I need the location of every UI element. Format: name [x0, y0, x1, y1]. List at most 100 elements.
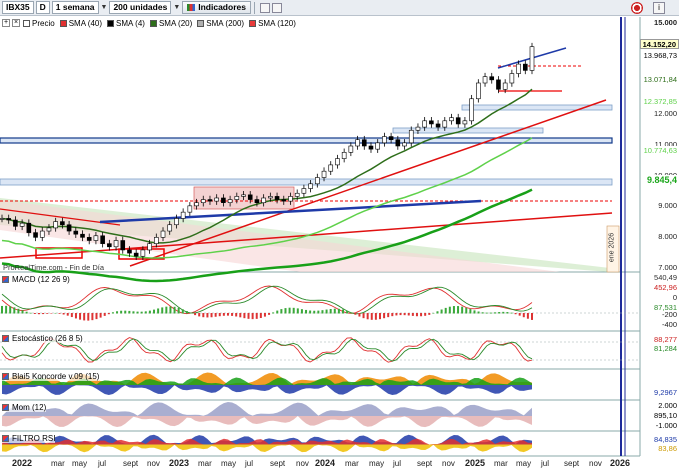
price-bar-body[interactable] [462, 120, 468, 125]
macd-bar[interactable] [424, 313, 427, 316]
horizontal-band[interactable] [0, 178, 613, 186]
macd-bar[interactable] [177, 307, 180, 314]
macd-bar[interactable] [526, 313, 529, 319]
macd-panel-title[interactable]: MACD (12 26 9) [2, 275, 70, 284]
legend-item[interactable]: SMA (4) [107, 19, 145, 28]
macd-bar[interactable] [374, 313, 377, 320]
stoch-d-line[interactable] [1, 338, 533, 362]
macd-bar[interactable] [87, 313, 90, 321]
price-bar-body[interactable] [489, 76, 495, 81]
period-field[interactable]: 1 semana [51, 1, 99, 14]
macd-bar[interactable] [83, 313, 86, 321]
price-bar-body[interactable] [140, 249, 146, 257]
price-bar-body[interactable] [415, 126, 421, 131]
macd-bar[interactable] [305, 309, 308, 314]
macd-bar[interactable] [420, 313, 423, 317]
trend-line[interactable] [99, 199, 482, 224]
horizontal-band[interactable] [461, 104, 613, 111]
mom-panel-title[interactable]: Mom (12) [2, 403, 47, 412]
indicator-area[interactable] [2, 377, 532, 385]
macd-bar[interactable] [181, 309, 184, 314]
macd-bar[interactable] [342, 309, 345, 314]
price-bar-body[interactable] [167, 224, 173, 232]
macd-bar[interactable] [42, 313, 45, 315]
price-bar-body[interactable] [482, 76, 488, 84]
price-bar-body[interactable] [522, 63, 528, 71]
macd-signal-line[interactable] [1, 285, 533, 315]
macd-bar[interactable] [206, 313, 209, 318]
price-bar-body[interactable] [33, 232, 38, 238]
price-bar-body[interactable] [449, 117, 454, 122]
macd-bar[interactable] [103, 313, 106, 316]
macd-bar[interactable] [37, 313, 40, 315]
price-bar-body[interactable] [348, 145, 354, 153]
macd-bar[interactable] [99, 313, 102, 318]
macd-bar[interactable] [522, 313, 525, 318]
settings-icon[interactable] [631, 2, 643, 14]
price-bar-body[interactable] [476, 82, 481, 100]
price-bar-body[interactable] [308, 183, 313, 189]
price-bar-body[interactable] [160, 230, 166, 238]
price-bar-body[interactable] [408, 129, 414, 144]
price-bar-body[interactable] [107, 243, 112, 248]
macd-bar[interactable] [189, 312, 192, 314]
price-bar-body[interactable] [388, 136, 394, 141]
indicator-area[interactable] [2, 438, 532, 445]
price-bar-body[interactable] [509, 73, 515, 84]
macd-bar[interactable] [296, 308, 299, 314]
price-bar-body[interactable] [254, 199, 260, 204]
macd-bar[interactable] [70, 313, 73, 318]
macd-bar[interactable] [292, 307, 295, 314]
rsi-areas[interactable] [2, 434, 532, 453]
price-bar-body[interactable] [147, 243, 152, 251]
macd-bar[interactable] [494, 312, 497, 314]
price-bar-body[interactable] [288, 196, 293, 202]
macd-bar[interactable] [272, 312, 275, 314]
macd-bar[interactable] [489, 312, 492, 314]
price-bar-body[interactable] [294, 192, 300, 197]
macd-bar[interactable] [407, 313, 410, 316]
price-bar-body[interactable] [19, 222, 25, 227]
price-bar-body[interactable] [227, 199, 233, 204]
crosshair-icon[interactable]: × [12, 19, 20, 27]
macd-bar[interactable] [276, 310, 279, 314]
legend-item[interactable]: SMA (120) [249, 19, 296, 28]
macd-bar[interactable] [411, 313, 414, 316]
price-bar-body[interactable] [516, 63, 521, 74]
macd-bar[interactable] [25, 311, 28, 314]
macd-bar[interactable] [255, 313, 258, 319]
price-bar-body[interactable] [247, 194, 253, 200]
koncorde-panel-title[interactable]: Blai5 Koncorde v.09 (15) [2, 372, 100, 381]
price-bar-body[interactable] [328, 164, 334, 172]
macd-bar[interactable] [358, 313, 361, 317]
price-bar-body[interactable] [6, 218, 12, 221]
macd-bar[interactable] [337, 308, 340, 314]
macd-bar[interactable] [263, 313, 266, 317]
macd-bar[interactable] [210, 313, 213, 318]
macd-bar[interactable] [531, 313, 533, 320]
macd-bar[interactable] [235, 313, 238, 317]
price-bar-body[interactable] [355, 139, 360, 147]
macd-bar[interactable] [161, 307, 164, 314]
horizontal-band[interactable] [0, 137, 613, 144]
macd-bar[interactable] [54, 312, 57, 314]
price-bar-body[interactable] [174, 218, 179, 226]
price-bar-body[interactable] [13, 219, 18, 227]
price-bar-body[interactable] [73, 230, 79, 235]
macd-bar[interactable] [506, 312, 509, 314]
macd-bar[interactable] [33, 313, 36, 314]
price-bar-body[interactable] [529, 46, 535, 71]
indicator-area[interactable] [2, 416, 532, 428]
macd-bar[interactable] [58, 313, 61, 314]
macd-bar[interactable] [231, 313, 234, 316]
price-bar-body[interactable] [261, 197, 266, 204]
macd-bar[interactable] [284, 308, 287, 314]
price-bar-body[interactable] [221, 197, 226, 204]
indicator-area[interactable] [2, 385, 532, 396]
price-bar-body[interactable] [301, 188, 307, 194]
price-bar-body[interactable] [455, 117, 461, 125]
macd-bar[interactable] [50, 313, 53, 314]
price-bar-body[interactable] [133, 252, 139, 257]
price-bar-body[interactable] [154, 237, 159, 244]
info-icon[interactable]: i [653, 2, 665, 14]
